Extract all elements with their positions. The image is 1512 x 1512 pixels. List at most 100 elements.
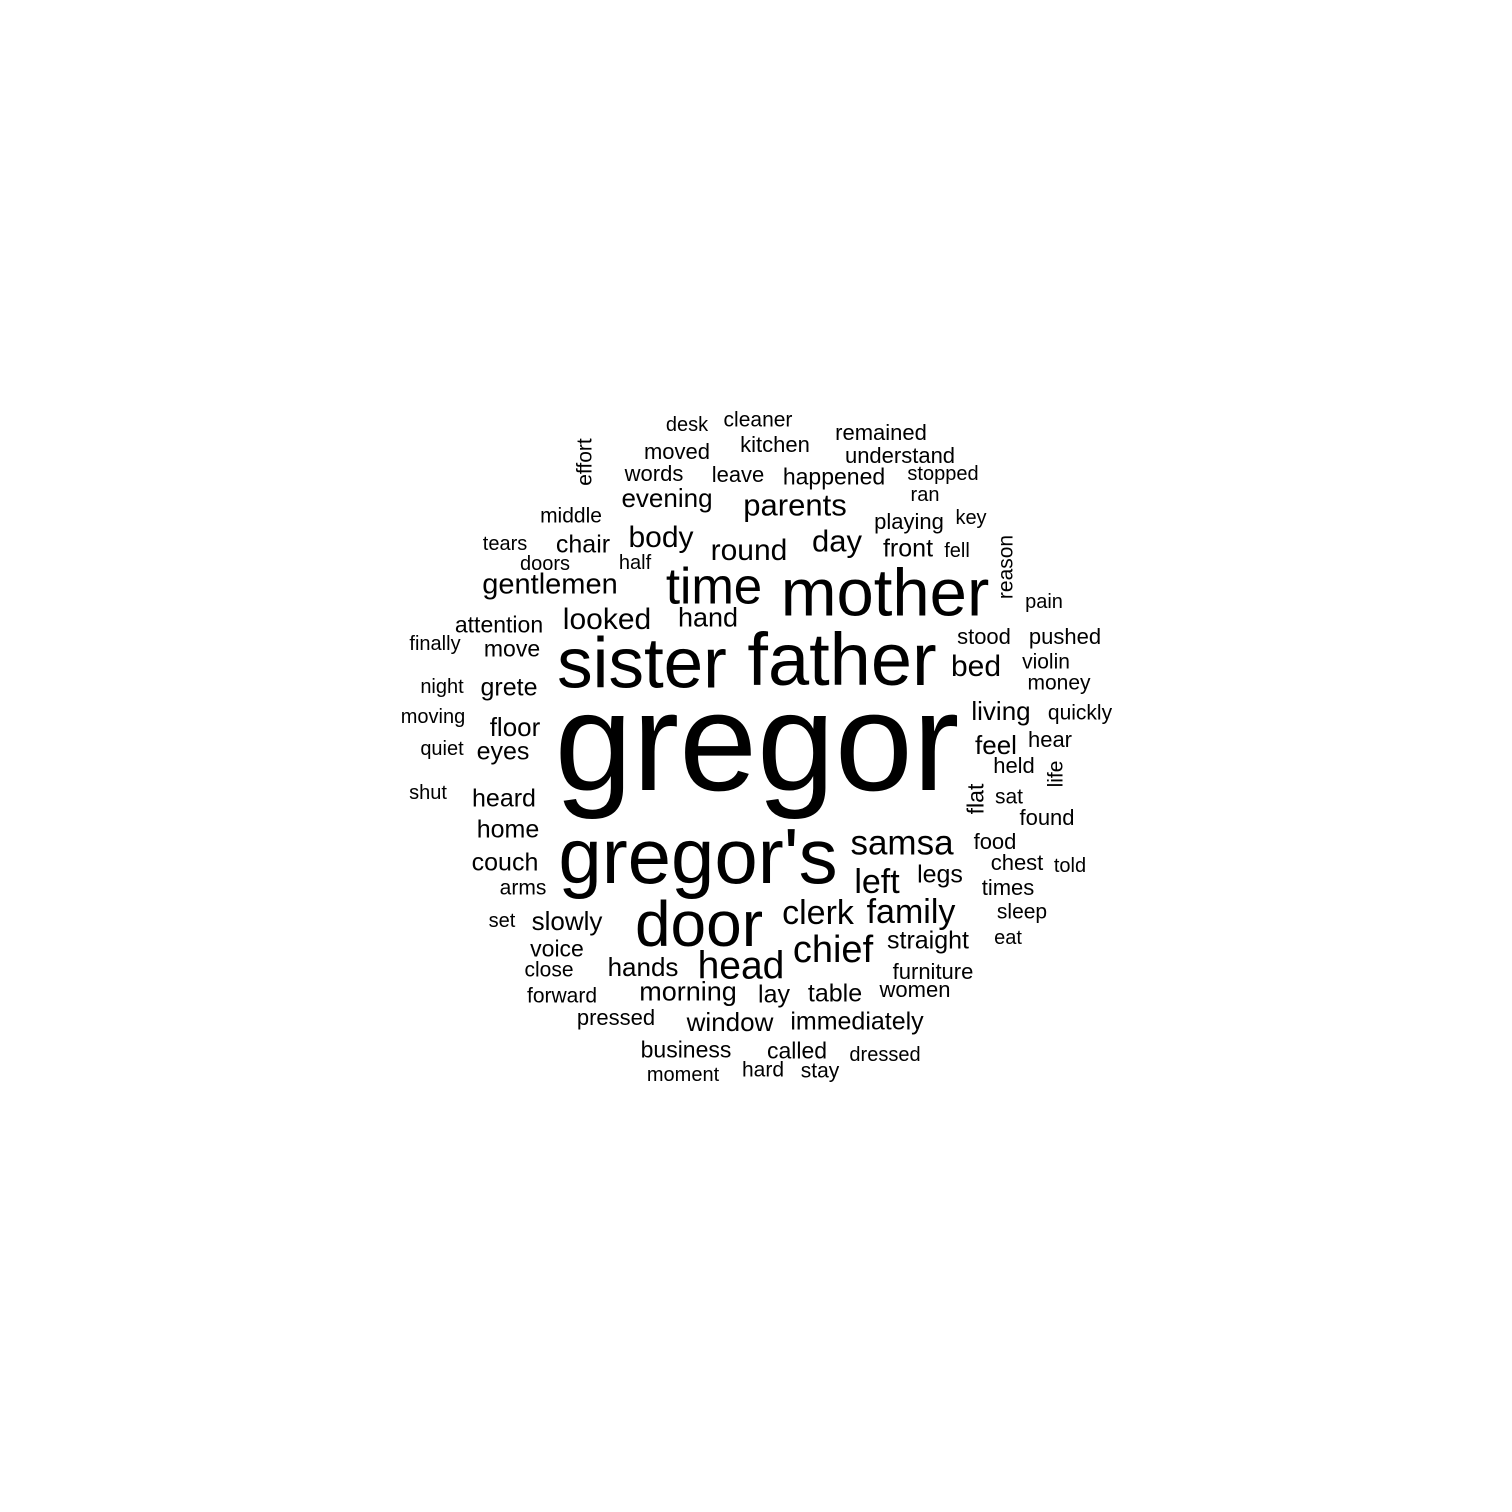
word-held: held bbox=[993, 753, 1035, 778]
word-finally: finally bbox=[409, 633, 461, 655]
word-hands: hands bbox=[607, 952, 679, 982]
word-head: head bbox=[697, 944, 785, 988]
word-happened: happened bbox=[782, 463, 886, 490]
word-half: half bbox=[618, 552, 652, 574]
word-pushed: pushed bbox=[1028, 624, 1102, 649]
word-told: told bbox=[1053, 855, 1087, 877]
word-eat: eat bbox=[994, 927, 1022, 949]
word-living: living bbox=[971, 696, 1031, 726]
word-stood: stood bbox=[957, 624, 1011, 649]
word-bed: bed bbox=[950, 650, 1002, 683]
word-day: day bbox=[812, 523, 862, 559]
word-found: found bbox=[1019, 805, 1075, 830]
word-attention: attention bbox=[454, 611, 544, 638]
word-effort: effort bbox=[573, 438, 597, 486]
word-window: window bbox=[686, 1007, 774, 1037]
word-grete: grete bbox=[480, 673, 538, 702]
word-times: times bbox=[981, 875, 1035, 900]
word-table: table bbox=[807, 979, 863, 1008]
word-father: father bbox=[747, 618, 937, 701]
word-arms: arms bbox=[499, 876, 547, 900]
word-family: family bbox=[866, 893, 956, 931]
word-stopped: stopped bbox=[907, 463, 979, 485]
word-moving: moving bbox=[400, 706, 466, 728]
word-close: close bbox=[524, 958, 574, 982]
word-life: life bbox=[1044, 760, 1068, 788]
word-lay: lay bbox=[758, 980, 790, 1009]
word-voice: voice bbox=[530, 935, 584, 962]
word-cleaner: cleaner bbox=[723, 408, 793, 432]
word-playing: playing bbox=[874, 509, 944, 534]
word-mother: mother bbox=[780, 555, 990, 631]
word-home: home bbox=[476, 815, 540, 844]
word-desk: desk bbox=[665, 414, 709, 436]
word-sleep: sleep bbox=[996, 900, 1048, 924]
word-moment: moment bbox=[646, 1064, 720, 1086]
word-hear: hear bbox=[1027, 727, 1073, 752]
word-flat: flat bbox=[962, 783, 989, 815]
word-feel: feel bbox=[975, 730, 1017, 760]
word-kitchen: kitchen bbox=[740, 432, 810, 457]
word-reason: reason bbox=[994, 534, 1018, 600]
word-food: food bbox=[973, 829, 1017, 854]
word-words: words bbox=[624, 461, 684, 486]
word-business: business bbox=[640, 1036, 732, 1063]
word-move: move bbox=[483, 635, 541, 662]
word-couch: couch bbox=[471, 848, 539, 877]
word-violin: violin bbox=[1022, 650, 1070, 674]
word-sister: sister bbox=[557, 624, 727, 704]
word-money: money bbox=[1027, 671, 1091, 695]
word-looked: looked bbox=[562, 603, 652, 636]
word-heard: heard bbox=[472, 784, 536, 813]
word-legs: legs bbox=[917, 860, 963, 889]
word-chest: chest bbox=[990, 850, 1044, 875]
word-key: key bbox=[955, 507, 987, 529]
word-chair: chair bbox=[555, 530, 611, 559]
word-night: night bbox=[420, 676, 464, 698]
word-furniture: furniture bbox=[892, 959, 974, 984]
word-shut: shut bbox=[409, 782, 447, 804]
word-time: time bbox=[665, 557, 763, 615]
word-samsa: samsa bbox=[850, 823, 954, 863]
word-straight: straight bbox=[887, 926, 969, 955]
word-fell: fell bbox=[944, 540, 970, 562]
word-doors: doors bbox=[519, 553, 571, 575]
word-dressed: dressed bbox=[849, 1044, 921, 1066]
word-understand: understand bbox=[844, 443, 956, 468]
word-called: called bbox=[766, 1037, 828, 1064]
word-chief: chief bbox=[792, 929, 874, 971]
word-body: body bbox=[628, 521, 694, 554]
word-set: set bbox=[488, 910, 516, 932]
word-round: round bbox=[710, 534, 788, 567]
word-immediately: immediately bbox=[790, 1007, 924, 1036]
word-pressed: pressed bbox=[576, 1005, 656, 1030]
word-middle: middle bbox=[540, 504, 602, 528]
word-sat: sat bbox=[994, 785, 1024, 809]
word-leave: leave bbox=[711, 462, 765, 487]
word-door: door bbox=[634, 888, 764, 960]
word-evening: evening bbox=[621, 483, 713, 513]
word-pain: pain bbox=[1025, 591, 1063, 613]
word-hard: hard bbox=[741, 1058, 785, 1082]
word-gentlemen: gentlemen bbox=[482, 568, 618, 601]
word-quickly: quickly bbox=[1047, 701, 1113, 725]
word-moved: moved bbox=[643, 439, 711, 464]
word-parents: parents bbox=[743, 487, 847, 523]
word-remained: remained bbox=[835, 420, 927, 445]
word-gregor: gregor bbox=[554, 663, 960, 820]
word-gregors: gregor's bbox=[558, 812, 838, 900]
word-floor: floor bbox=[489, 712, 541, 742]
word-hand: hand bbox=[677, 602, 739, 633]
word-eyes: eyes bbox=[476, 737, 530, 766]
word-left: left bbox=[854, 863, 900, 901]
word-slowly: slowly bbox=[531, 906, 603, 936]
word-front: front bbox=[882, 534, 934, 563]
word-clerk: clerk bbox=[782, 894, 854, 932]
word-stay: stay bbox=[800, 1059, 840, 1083]
word-women: women bbox=[879, 977, 951, 1002]
word-quiet: quiet bbox=[420, 738, 464, 760]
word-morning: morning bbox=[639, 976, 737, 1007]
word-tears: tears bbox=[482, 533, 528, 555]
word-forward: forward bbox=[526, 984, 598, 1008]
